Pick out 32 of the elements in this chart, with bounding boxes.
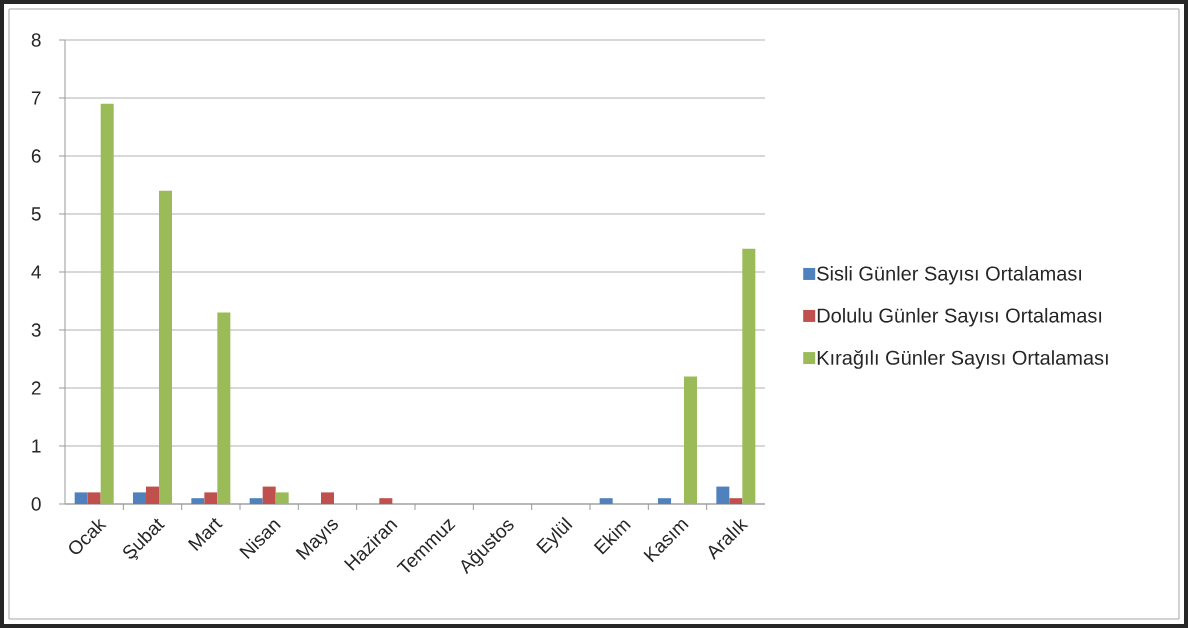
y-tick-label: 4 bbox=[31, 265, 41, 279]
bar bbox=[684, 376, 698, 504]
bar bbox=[159, 190, 173, 504]
bar bbox=[729, 498, 743, 504]
y-tick-label: 6 bbox=[31, 149, 41, 163]
y-tick-label: 5 bbox=[31, 207, 41, 221]
legend-label: Sisli Günler Sayısı Ortalaması bbox=[817, 265, 1082, 285]
bar bbox=[379, 498, 393, 504]
bar bbox=[599, 498, 613, 504]
y-tick-label: 2 bbox=[31, 381, 41, 395]
legend-label: Kırağılı Günler Sayısı Ortalaması bbox=[817, 349, 1108, 369]
bar bbox=[74, 492, 88, 504]
bar bbox=[191, 498, 205, 504]
bar bbox=[133, 492, 147, 504]
bar bbox=[100, 103, 114, 504]
y-tick-label: 0 bbox=[31, 497, 41, 511]
bar bbox=[146, 486, 160, 504]
bar bbox=[742, 248, 756, 504]
y-tick-label: 8 bbox=[31, 33, 41, 47]
bar bbox=[275, 492, 289, 504]
y-tick-label: 1 bbox=[32, 439, 41, 453]
y-tick-label: 3 bbox=[31, 323, 41, 337]
bar bbox=[658, 498, 672, 504]
bar bbox=[716, 486, 730, 504]
legend-label: Dolulu Günler Sayısı Ortalaması bbox=[817, 307, 1102, 327]
bar bbox=[204, 492, 218, 504]
bar bbox=[262, 486, 276, 504]
bar bbox=[87, 492, 101, 504]
bar bbox=[249, 498, 263, 504]
y-tick-label: 7 bbox=[31, 91, 41, 105]
bar bbox=[217, 312, 231, 504]
bar bbox=[321, 492, 335, 504]
